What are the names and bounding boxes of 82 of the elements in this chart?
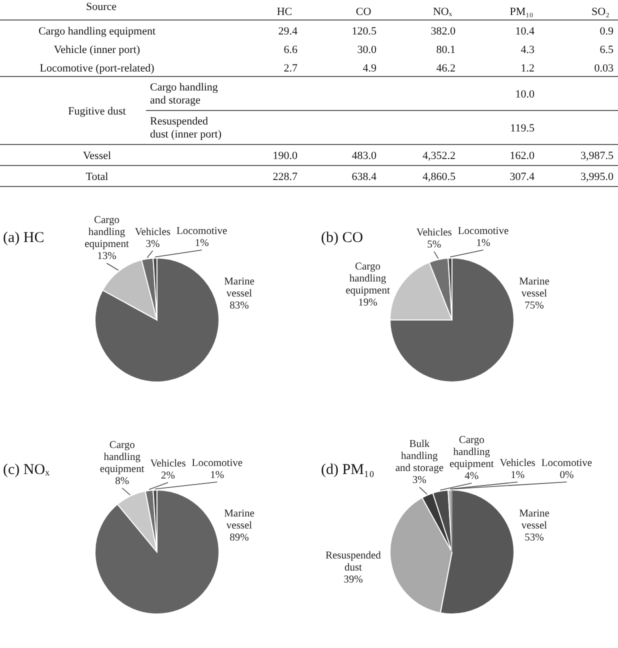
x-tick-label: PM₁₀ (510, 6, 534, 18)
text: (a) HC (3, 230, 44, 246)
data-label: 483.0 (352, 150, 377, 162)
data-label: 6.6 (284, 44, 298, 56)
data-label: 1% (510, 470, 525, 482)
slice-label: Marine vessel (519, 276, 550, 300)
pie-slice (94, 490, 220, 614)
data-label: 39% (344, 574, 364, 586)
text: (d) PM₁₀ (321, 462, 374, 478)
data-label: 5% (427, 240, 442, 251)
y-tick-label: Vessel (82, 150, 112, 162)
slice-label: Marine vessel (224, 508, 255, 532)
data-label: 4.3 (520, 44, 535, 56)
slice-label: Marine vessel (224, 276, 255, 300)
data-label: 0.03 (594, 62, 614, 74)
data-label: 162.0 (510, 150, 535, 162)
data-label: 307.4 (510, 171, 535, 183)
data-label: 29.4 (278, 25, 298, 38)
data-label: 1% (476, 238, 491, 250)
data-label: 190.0 (272, 150, 298, 162)
slice-label: Locomotive (192, 458, 243, 470)
data-label: 3% (412, 475, 427, 486)
data-label: 19% (358, 298, 378, 309)
chart-title: (b) CO (321, 230, 364, 246)
x-tick-label: NOₓ (432, 6, 453, 18)
slice-label: Vehicles (150, 458, 186, 470)
data-label: 4,860.5 (422, 171, 456, 183)
category-label: Locomotive (541, 458, 592, 469)
data-label: 10.0 (515, 88, 535, 100)
x-tick-label: CO (356, 6, 372, 18)
text: (c) NOₓ (3, 462, 50, 478)
pie-slice (94, 258, 220, 382)
data-label: 8% (115, 476, 130, 487)
data-label: 4,352.2 (422, 150, 456, 162)
data-label: 382.0 (430, 25, 456, 38)
data-label: 13% (97, 251, 117, 262)
slice-label: Resuspended dust (326, 550, 382, 574)
data-label: 1% (210, 470, 224, 482)
data-label: 2.7 (284, 62, 298, 74)
pie-slice (390, 258, 514, 382)
data-label: 1.2 (520, 62, 534, 74)
text: 0% (560, 470, 574, 481)
data-label: 228.7 (272, 171, 298, 183)
slice-label: Marine vessel (519, 508, 550, 532)
x-tick-label: SO₂ (592, 6, 610, 18)
data-label: 1% (194, 238, 210, 250)
y-tick-label: Fugitive dust (68, 106, 126, 118)
data-label: 3% (146, 238, 160, 250)
data-label: 10.4 (515, 25, 535, 38)
data-label: 75% (524, 300, 544, 312)
data-label: 2% (161, 470, 176, 482)
data-label: 30.0 (357, 44, 377, 56)
slice-label: Vehicles (416, 228, 452, 239)
data-label: 638.4 (352, 171, 377, 183)
y2-tick-label: Cargo handling and storage (150, 82, 218, 106)
data-label: 120.5 (352, 25, 377, 38)
data-label: 3,987.5 (580, 150, 614, 162)
slice-label: Vehicles (500, 458, 536, 470)
y-tick-label: Total (86, 171, 108, 183)
y-tick-label: Cargo handling equipment (38, 25, 156, 38)
x-tick-label: HC (276, 6, 292, 18)
slice-label: Bulk handling and storage (395, 439, 444, 474)
data-label: 3,995.0 (580, 171, 614, 183)
data-label: 46.2 (436, 62, 456, 74)
data-label: 4.9 (362, 62, 377, 74)
data-label: 89% (230, 532, 250, 544)
slice-label: Cargo handling equipment (346, 262, 390, 297)
data-label: 80.1 (436, 44, 456, 56)
y-tick-label: Vehicle (inner port) (54, 44, 140, 56)
data-label: 0.9 (600, 25, 614, 38)
slice-label: Locomotive (458, 226, 509, 238)
y2-tick-label: Resuspended dust (inner port) (150, 116, 222, 140)
data-label: 83% (230, 300, 250, 312)
slice-label: Locomotive (176, 226, 228, 238)
slice-label: Vehicles (134, 226, 170, 238)
data-label: 119.5 (510, 122, 535, 134)
data-label: 4% (464, 471, 479, 482)
y-axis-title: Source (86, 1, 117, 13)
slice-label: Cargo handling equipment (449, 435, 494, 470)
data-label: 6.5 (600, 44, 614, 56)
data-label: 53% (524, 532, 544, 544)
y-tick-label: Locomotive (port-related) (40, 62, 155, 74)
